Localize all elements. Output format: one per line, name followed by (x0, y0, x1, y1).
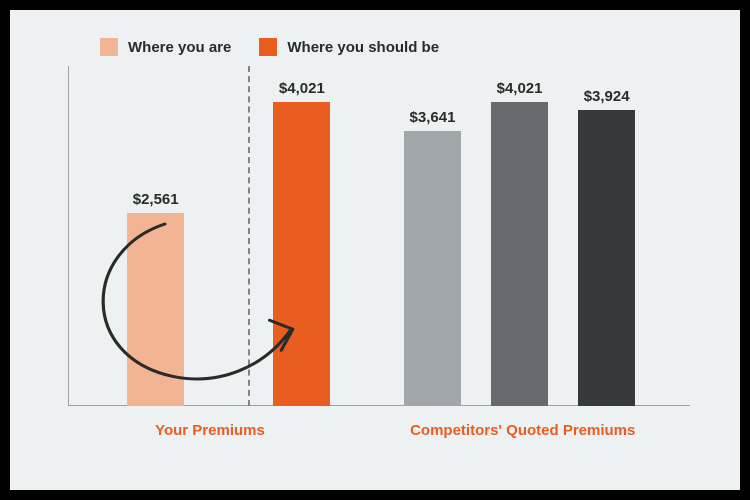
legend-swatch (100, 38, 118, 56)
x-axis-label: Your Premiums (155, 422, 265, 439)
legend: Where you are Where you should be (100, 38, 700, 56)
legend-label: Where you should be (287, 39, 439, 56)
chart-plot: $2,561 $4,021 $3,641 $4,021 $3,924 (68, 66, 690, 406)
x-axis-label: Competitors' Quoted Premiums (410, 422, 635, 439)
bar-value-label: $2,561 (127, 191, 184, 208)
chart-card: Where you are Where you should be $2,561… (10, 10, 740, 490)
legend-item: Where you are (100, 38, 231, 56)
group-divider (248, 66, 250, 406)
bar-value-label: $3,641 (404, 109, 461, 126)
legend-swatch (259, 38, 277, 56)
x-axis-labels: Your Premiums Competitors' Quoted Premiu… (68, 422, 690, 444)
bar-value-label: $4,021 (491, 80, 548, 97)
bar-value-label: $4,021 (273, 80, 330, 97)
bar-where-you-are: $2,561 (127, 213, 184, 406)
bar-competitor: $3,641 (404, 131, 461, 406)
bar-competitor: $4,021 (491, 102, 548, 406)
bar-competitor: $3,924 (578, 110, 635, 406)
legend-item: Where you should be (259, 38, 439, 56)
y-axis (68, 66, 69, 406)
legend-label: Where you are (128, 39, 231, 56)
bar-value-label: $3,924 (578, 88, 635, 105)
bar-where-you-should-be: $4,021 (273, 102, 330, 406)
